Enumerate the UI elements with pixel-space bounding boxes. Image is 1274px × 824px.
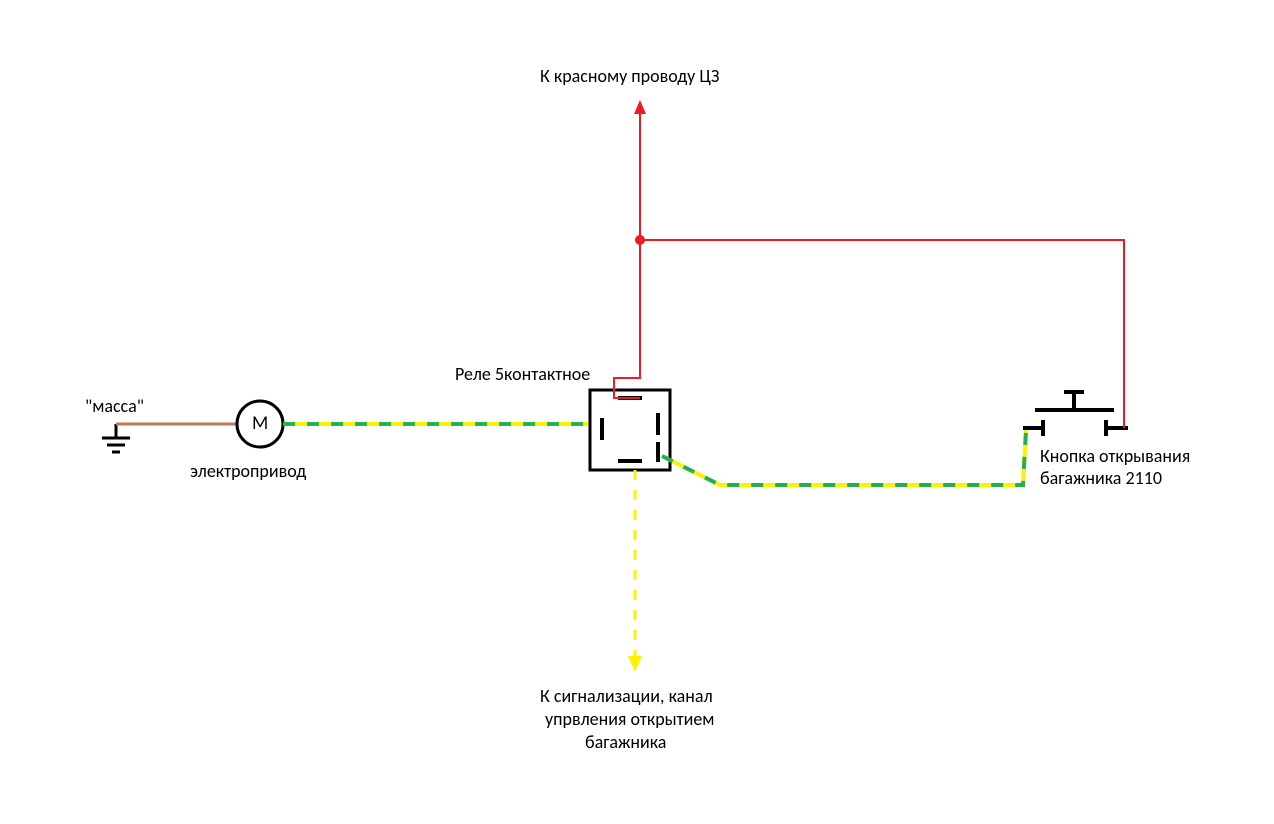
button-symbol [1023,392,1128,436]
label-bottom-l2: упрвления открытием [545,708,714,731]
arrow-red-up [634,100,646,114]
label-button-l1: Кнопка открывания [1040,445,1190,468]
wire-yellow-to-button-green [662,430,1026,485]
wire-red-up [614,112,640,398]
label-relay: Реле 5контактное [455,363,590,386]
arrow-yellow-down [628,656,642,672]
wire-red-right [640,240,1124,416]
wire-yellow-to-button [662,430,1026,485]
label-actuator: электропривод [190,460,306,483]
ground-symbol [102,424,130,452]
motor-letter: М [252,412,268,436]
label-bottom-l3: багажника [585,731,666,754]
label-mass: "масса" [85,395,144,418]
label-button-l2: багажника 2110 [1040,467,1162,490]
label-top: К красному проводу ЦЗ [540,65,719,88]
label-bottom-l1: К сигнализации, канал [540,685,713,708]
